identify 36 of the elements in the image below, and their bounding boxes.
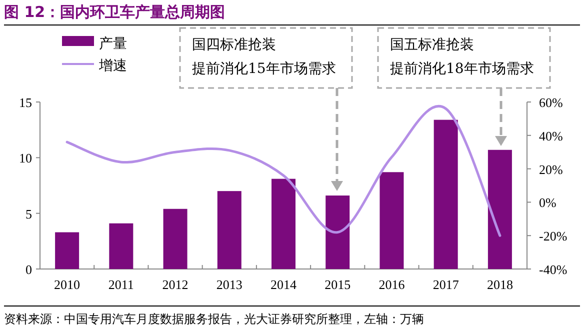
y-tick-label: 5 (26, 206, 32, 222)
bar (55, 232, 80, 269)
text: 国四标准抢装 (192, 37, 276, 53)
x-tick-label: 2012 (162, 277, 188, 292)
x-tick-label: 2015 (324, 277, 351, 292)
text: 提前消化18年市场需求 (390, 61, 534, 77)
y2-tick-label: 20% (539, 162, 563, 177)
bar (163, 208, 188, 269)
y2-tick-label: 60% (539, 95, 563, 110)
x-tick-label: 2014 (270, 277, 297, 292)
chart-title: 图 12：国内环卫车产量总周期图 (4, 3, 226, 21)
x-tick-label: 2016 (378, 277, 406, 292)
legend-label: 产量 (99, 36, 127, 52)
x-tick-label: 2010 (54, 277, 80, 292)
y2-tick-label: 0% (539, 195, 556, 210)
y-tick-label: 15 (19, 95, 32, 110)
x-tick-label: 2011 (108, 277, 134, 292)
bar (488, 150, 512, 269)
bar (109, 223, 134, 269)
bar (326, 196, 350, 269)
y-tick-label: 10 (19, 150, 32, 166)
y-tick-label: 0 (26, 262, 32, 277)
bar (272, 178, 296, 269)
legend-label: 增速 (98, 58, 127, 74)
text: 国五标准抢装 (390, 37, 474, 53)
y2-tick-label: -20% (539, 228, 568, 244)
text: 提前消化15年市场需求 (192, 61, 336, 77)
y2-tick-label: -40% (539, 262, 568, 277)
bar (217, 191, 242, 269)
y2-tick-label: 40% (539, 128, 563, 144)
bar (380, 172, 404, 269)
bar (434, 120, 458, 269)
text: 资料来源：中国专用汽车月度数据服务报告，光大证券研究所整理，左轴：万辆 (4, 312, 424, 326)
x-tick-label: 2017 (432, 277, 460, 292)
x-tick-label: 2018 (486, 277, 513, 292)
x-tick-label: 2013 (216, 277, 242, 292)
